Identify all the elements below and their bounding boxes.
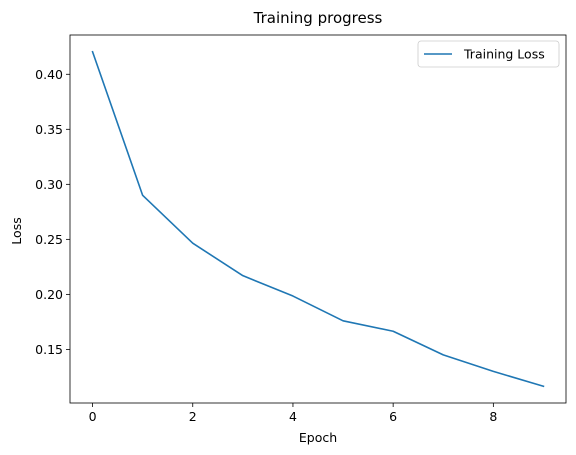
plot-area: 0 2 4 6 8 0.15 0.20 0.25 0.30 0.35 0.40 <box>35 34 567 424</box>
y-tick-label: 0.35 <box>35 122 63 137</box>
x-tick-label: 0 <box>89 409 97 424</box>
x-tick-label: 8 <box>489 409 497 424</box>
legend-box <box>417 40 560 68</box>
y-tick-label: 0.25 <box>35 232 63 247</box>
y-tick-label: 0.30 <box>35 177 63 192</box>
x-tick-label: 2 <box>189 409 197 424</box>
legend-label: Training Loss <box>463 47 545 62</box>
x-axis-label: Epoch <box>299 430 337 445</box>
y-tick-label: 0.20 <box>35 287 63 302</box>
series-line <box>91 50 545 388</box>
y-axis-label: Loss <box>9 217 24 244</box>
axes-frame <box>69 34 567 404</box>
legend: Training Loss <box>417 40 560 68</box>
y-tick-label: 0.15 <box>35 342 63 357</box>
y-tick-label: 0.40 <box>35 67 63 82</box>
chart-title: Training progress <box>253 9 383 27</box>
x-tick-label: 6 <box>389 409 397 424</box>
x-tick-label: 4 <box>289 409 297 424</box>
